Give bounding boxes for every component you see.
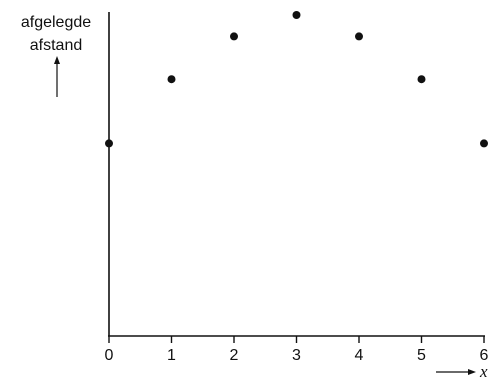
x-tick-label-3: 3 — [292, 347, 301, 364]
x-axis-right-arrow-icon — [436, 369, 476, 375]
x-tick-label-2: 2 — [230, 347, 239, 364]
x-tick-label-0: 0 — [105, 347, 114, 364]
data-point-5 — [417, 75, 426, 84]
y-axis-label-line-2: afstand — [30, 37, 82, 54]
y-axis-label: afgelegde afstand — [21, 14, 91, 97]
x-tick-label-1: 1 — [167, 347, 176, 364]
x-tick-label-6: 6 — [480, 347, 489, 364]
x-tick-label-5: 5 — [417, 347, 426, 364]
axes — [108, 12, 485, 337]
data-point-3 — [292, 11, 301, 19]
x-axis-label-text: x — [479, 362, 488, 380]
x-axis-label: x — [436, 362, 488, 380]
y-axis-up-arrow-icon — [54, 56, 60, 97]
data-point-0 — [105, 139, 113, 148]
data-point-4 — [355, 32, 363, 41]
data-points — [105, 11, 488, 148]
x-tick-labels: 0 1 2 3 4 5 6 — [105, 347, 489, 364]
data-point-6 — [480, 139, 488, 148]
x-tick-label-4: 4 — [355, 347, 364, 364]
y-axis-label-line-1: afgelegde — [21, 14, 91, 31]
x-ticks — [108, 336, 485, 343]
data-point-1 — [167, 75, 176, 84]
data-point-2 — [230, 32, 238, 41]
